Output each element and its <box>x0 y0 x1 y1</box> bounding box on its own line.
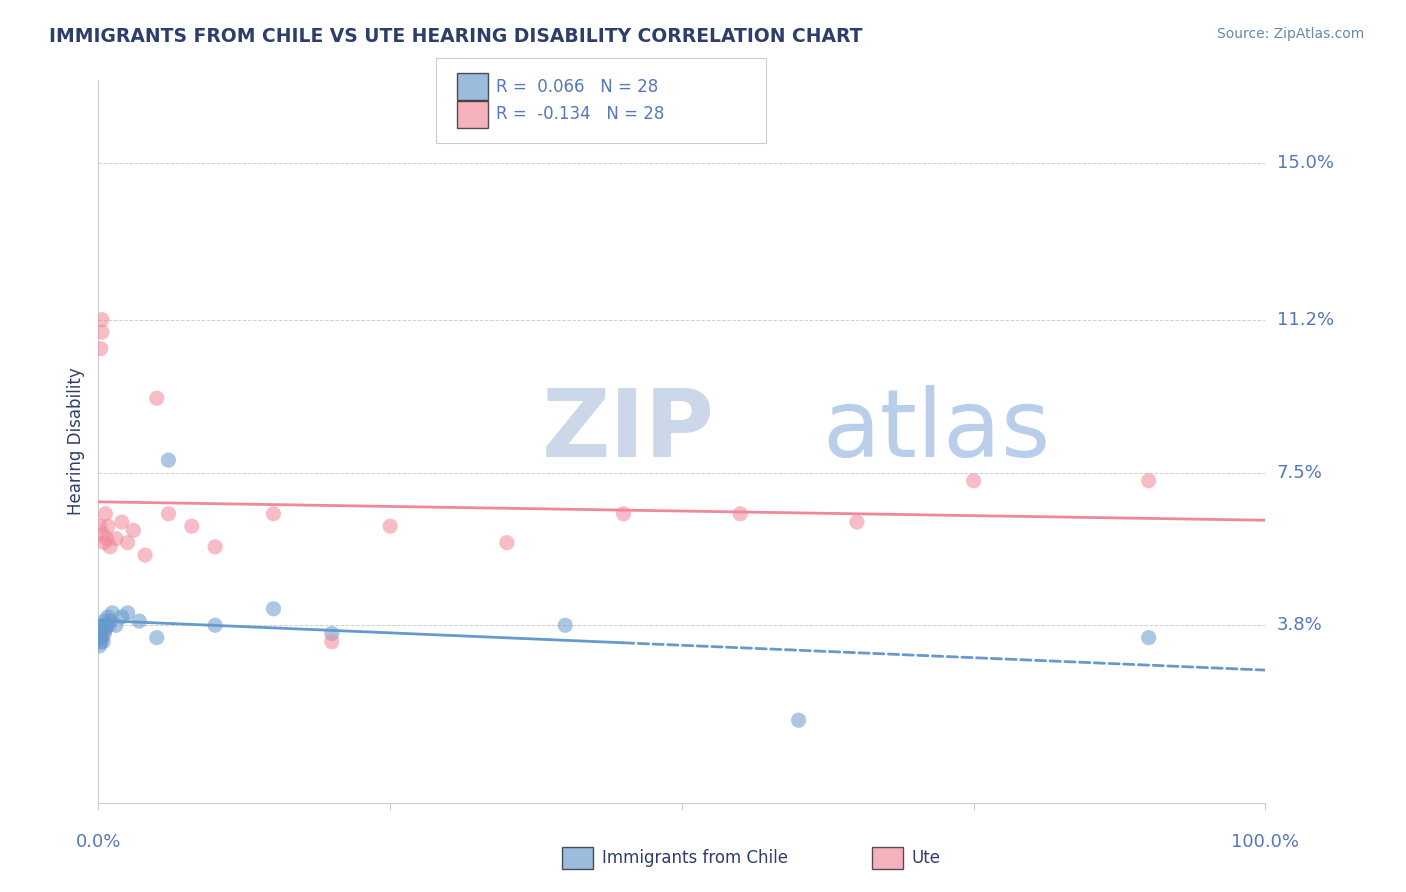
Text: R =  -0.134   N = 28: R = -0.134 N = 28 <box>496 105 665 123</box>
Point <box>122 524 145 538</box>
Point <box>94 507 117 521</box>
Point <box>1137 474 1160 488</box>
Point <box>91 618 114 632</box>
Point <box>612 507 634 521</box>
Text: 3.8%: 3.8% <box>1277 616 1322 634</box>
Point <box>962 474 984 488</box>
Text: 11.2%: 11.2% <box>1277 310 1334 329</box>
Point <box>90 634 112 648</box>
Point <box>496 535 519 549</box>
Text: 100.0%: 100.0% <box>1232 833 1299 851</box>
Text: atlas: atlas <box>823 385 1050 477</box>
Point <box>89 639 111 653</box>
Point <box>111 610 134 624</box>
Point <box>91 634 114 648</box>
Point <box>90 312 112 326</box>
Point <box>90 631 112 645</box>
Point <box>91 527 114 541</box>
Point <box>134 548 156 562</box>
Point <box>93 535 115 549</box>
Text: 15.0%: 15.0% <box>1277 153 1333 172</box>
Point <box>89 631 111 645</box>
Point <box>90 626 112 640</box>
Point <box>97 610 120 624</box>
Point <box>93 626 115 640</box>
Point <box>117 606 139 620</box>
Point <box>730 507 752 521</box>
Point <box>94 623 117 637</box>
Point <box>157 453 180 467</box>
Point <box>111 515 134 529</box>
Text: Ute: Ute <box>911 849 941 867</box>
Point <box>90 342 112 356</box>
Point <box>846 515 869 529</box>
Point <box>146 391 169 405</box>
Point <box>90 623 112 637</box>
Text: Immigrants from Chile: Immigrants from Chile <box>602 849 787 867</box>
Point <box>262 507 284 521</box>
Text: IMMIGRANTS FROM CHILE VS UTE HEARING DISABILITY CORRELATION CHART: IMMIGRANTS FROM CHILE VS UTE HEARING DIS… <box>49 27 863 45</box>
Text: R =  0.066   N = 28: R = 0.066 N = 28 <box>496 78 658 95</box>
Point <box>380 519 402 533</box>
Point <box>101 606 124 620</box>
Point <box>321 626 343 640</box>
Point <box>98 540 121 554</box>
Point <box>1137 631 1160 645</box>
Point <box>204 540 226 554</box>
Point <box>321 634 343 648</box>
Point <box>146 631 169 645</box>
Text: ZIP: ZIP <box>541 385 714 477</box>
Point <box>89 519 111 533</box>
Text: 0.0%: 0.0% <box>76 833 121 851</box>
Text: Source: ZipAtlas.com: Source: ZipAtlas.com <box>1216 27 1364 41</box>
Point <box>157 507 180 521</box>
Point <box>554 618 576 632</box>
Point <box>128 614 150 628</box>
Point <box>787 713 810 727</box>
Point <box>104 532 127 546</box>
Y-axis label: Hearing Disability: Hearing Disability <box>66 368 84 516</box>
Point <box>98 614 121 628</box>
Point <box>93 614 115 628</box>
Point <box>96 618 118 632</box>
Point <box>117 535 139 549</box>
Point <box>204 618 226 632</box>
Text: 7.5%: 7.5% <box>1277 464 1323 482</box>
Point <box>96 532 118 546</box>
Point <box>97 618 120 632</box>
Point <box>97 519 120 533</box>
Point <box>104 618 127 632</box>
Point <box>90 325 112 339</box>
Point <box>180 519 202 533</box>
Point <box>262 601 284 615</box>
